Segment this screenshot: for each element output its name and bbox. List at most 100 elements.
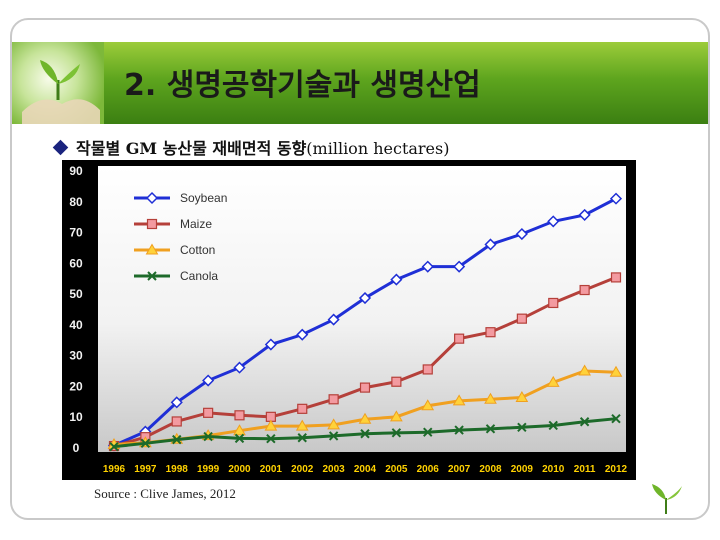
data-point bbox=[358, 412, 372, 424]
data-point bbox=[390, 273, 403, 286]
data-point bbox=[548, 420, 558, 431]
data-point bbox=[423, 427, 433, 437]
x-tick-label: 2003 bbox=[323, 464, 346, 475]
data-point bbox=[610, 272, 622, 283]
y-tick-label: 50 bbox=[69, 287, 83, 301]
data-point bbox=[578, 364, 591, 376]
data-point bbox=[485, 327, 496, 338]
data-point bbox=[171, 416, 182, 427]
data-point bbox=[453, 260, 466, 273]
legend-label: Canola bbox=[180, 269, 218, 283]
series-soybean bbox=[107, 192, 623, 452]
caption-text: 작물별 GM 농산물 재배면적 동향 bbox=[76, 139, 307, 158]
y-tick-label: 90 bbox=[69, 164, 83, 178]
legend-label: Cotton bbox=[180, 243, 215, 257]
data-point bbox=[264, 419, 278, 431]
legend-label: Soybean bbox=[180, 191, 227, 205]
data-point bbox=[328, 394, 339, 405]
data-point bbox=[327, 313, 340, 326]
x-tick-label: 1997 bbox=[134, 464, 157, 475]
x-tick-label: 2012 bbox=[605, 464, 628, 475]
chart-caption: 작물별 GM 농산물 재배면적 동향(million hectares) bbox=[52, 135, 450, 159]
legend-label: Maize bbox=[180, 217, 212, 231]
y-tick-label: 40 bbox=[69, 318, 83, 332]
data-point bbox=[421, 399, 435, 411]
y-tick-label: 70 bbox=[69, 226, 83, 240]
y-tick-label: 0 bbox=[73, 441, 80, 455]
data-point bbox=[515, 227, 528, 241]
data-point bbox=[296, 328, 309, 341]
y-tick-label: 80 bbox=[69, 195, 83, 209]
x-tick-label: 2001 bbox=[260, 464, 283, 475]
legend-item-maize: Maize bbox=[134, 217, 212, 231]
legend-item-canola: Canola bbox=[134, 269, 218, 283]
data-point bbox=[609, 192, 623, 205]
line-chart: 0 10 20 30 40 50 60 70 80 90 1996 1997 1998 1999 2000… bbox=[69, 164, 628, 475]
data-point bbox=[359, 382, 371, 393]
data-point bbox=[578, 208, 591, 221]
x-tick-label: 2006 bbox=[417, 464, 440, 475]
data-point bbox=[517, 422, 527, 433]
data-point bbox=[358, 291, 372, 305]
source-note: Source : Clive James, 2012 bbox=[94, 486, 236, 501]
data-point bbox=[203, 431, 213, 442]
data-point bbox=[546, 375, 560, 387]
data-point bbox=[515, 390, 529, 402]
data-point bbox=[266, 433, 276, 444]
legend-item-soybean: Soybean bbox=[134, 191, 227, 205]
data-point bbox=[611, 413, 621, 424]
x-tick-label: 1999 bbox=[197, 464, 220, 475]
plot-area bbox=[98, 166, 626, 452]
data-point bbox=[579, 417, 590, 427]
data-point bbox=[234, 410, 245, 421]
y-tick-label: 30 bbox=[69, 349, 83, 363]
data-point bbox=[454, 333, 465, 344]
data-point bbox=[548, 297, 559, 309]
data-point bbox=[484, 392, 497, 404]
x-tick-label: 2008 bbox=[479, 464, 502, 475]
data-point bbox=[421, 260, 434, 273]
page-title: 2. 생명공학기술과 생명산업 bbox=[124, 68, 481, 103]
data-point bbox=[391, 376, 402, 387]
data-point bbox=[297, 433, 307, 443]
legend-marker bbox=[147, 271, 157, 281]
data-point bbox=[202, 374, 215, 387]
data-point bbox=[609, 365, 623, 377]
data-point bbox=[516, 313, 527, 324]
sprout-hands-photo bbox=[12, 42, 104, 124]
data-point bbox=[547, 215, 560, 228]
caption-unit: (million hectares) bbox=[306, 139, 450, 158]
sprout-logo-icon bbox=[652, 484, 682, 514]
data-point bbox=[579, 284, 590, 296]
data-point bbox=[297, 403, 308, 414]
x-tick-label: 1998 bbox=[166, 464, 189, 475]
data-point bbox=[391, 428, 402, 438]
x-tick-label: 2007 bbox=[448, 464, 471, 475]
x-tick-label: 2000 bbox=[228, 464, 251, 475]
x-tick-label: 2004 bbox=[354, 464, 377, 475]
y-tick-label: 10 bbox=[69, 410, 83, 424]
data-point bbox=[485, 424, 496, 434]
legend-item-cotton: Cotton bbox=[134, 243, 215, 257]
series-canola bbox=[109, 413, 621, 452]
x-tick-label: 1996 bbox=[103, 464, 126, 475]
data-point bbox=[390, 410, 403, 422]
y-tick-label: 60 bbox=[69, 256, 83, 270]
title-banner: 2. 생명공학기술과 생명산업 bbox=[12, 42, 708, 124]
data-point bbox=[295, 419, 309, 431]
legend-marker bbox=[145, 243, 159, 255]
data-point bbox=[233, 424, 246, 436]
data-point bbox=[170, 396, 183, 409]
chart-panel: 0 10 20 30 40 50 60 70 80 90 1996 1997 1998 1999 2000… bbox=[62, 160, 636, 480]
data-point bbox=[360, 429, 370, 439]
x-tick-label: 2002 bbox=[291, 464, 314, 475]
data-point bbox=[140, 438, 151, 449]
data-point bbox=[233, 361, 246, 374]
data-point bbox=[109, 441, 119, 452]
data-point bbox=[264, 338, 277, 351]
data-point bbox=[328, 431, 339, 441]
bullet-diamond-icon bbox=[52, 139, 69, 156]
data-point bbox=[484, 238, 497, 251]
x-tick-label: 2010 bbox=[542, 464, 565, 475]
x-tick-label: 2005 bbox=[385, 464, 408, 475]
